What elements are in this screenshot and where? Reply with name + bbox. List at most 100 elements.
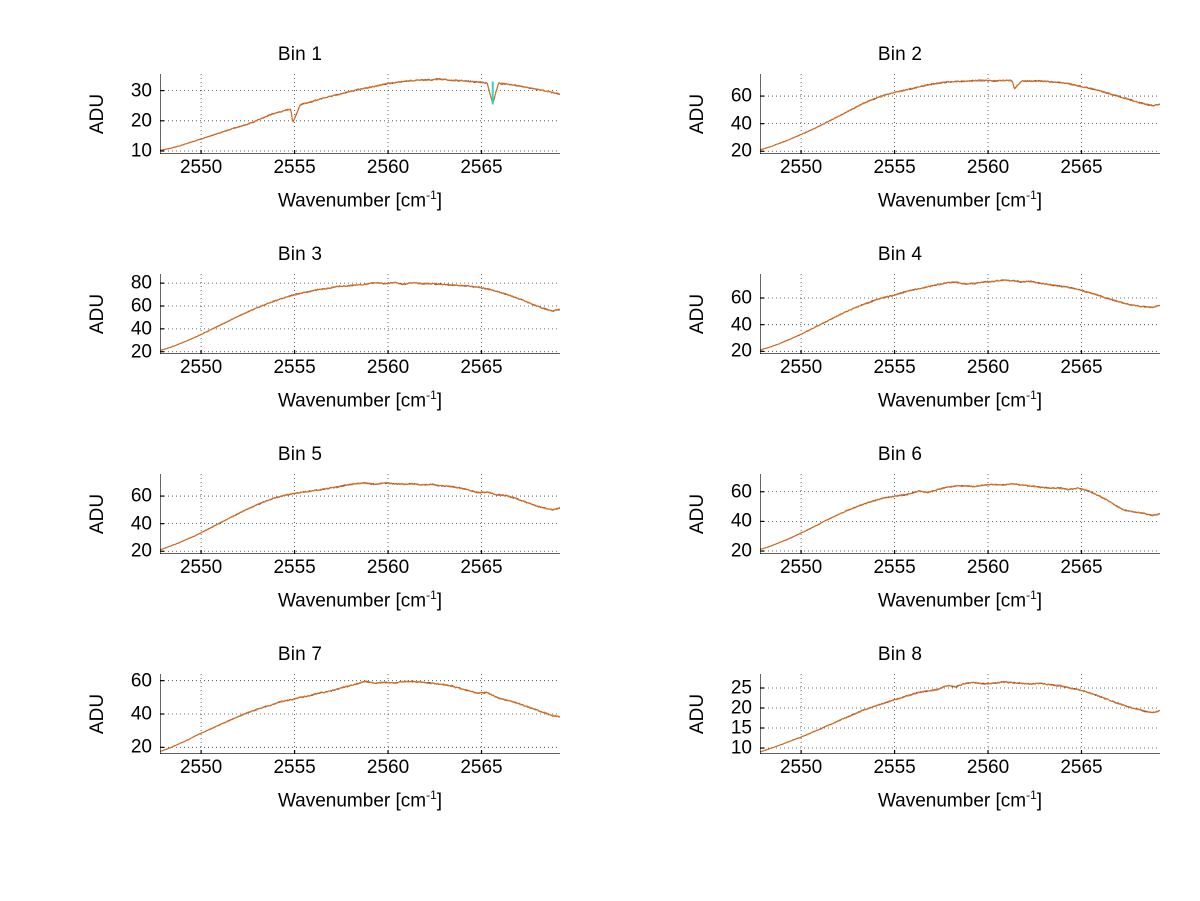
x-axis-label-exponent: -1 <box>1026 588 1037 602</box>
y-tick-label: 60 <box>730 287 752 309</box>
y-axis-ticks: 20 40 60 <box>98 671 156 758</box>
y-tick-label: 40 <box>130 703 152 725</box>
y-axis-ticks: 20 40 60 <box>698 474 756 560</box>
plot-area <box>160 674 560 754</box>
x-axis-label-exponent: -1 <box>426 588 437 602</box>
x-tick-label: 2565 <box>1060 757 1103 778</box>
x-axis-label-prefix: Wavenumber [cm <box>277 390 427 412</box>
y-tick-label: 20 <box>730 697 752 719</box>
panel-title: Bin 8 <box>877 644 923 665</box>
y-axis-ticks: 20 40 60 <box>698 74 756 161</box>
data-trace <box>160 680 560 752</box>
x-tick-label: 2565 <box>460 157 503 178</box>
y-tick-label: 20 <box>730 140 752 162</box>
y-tick-label: 60 <box>730 481 752 503</box>
x-tick-label: 2555 <box>273 157 316 178</box>
y-tick-label: 60 <box>730 85 752 107</box>
x-tick-label: 2555 <box>273 557 316 578</box>
data-trace <box>160 481 560 551</box>
x-axis-label: Wavenumber [cm-1] <box>760 588 1160 612</box>
y-tick-label: 80 <box>130 272 152 294</box>
data-trace <box>160 281 560 352</box>
y-tick-label: 10 <box>730 737 752 759</box>
x-axis-label: Wavenumber [cm-1] <box>160 788 560 812</box>
x-tick-label: 2565 <box>1060 357 1103 378</box>
plot-area <box>160 74 560 154</box>
plot-panel: Bin 6 ADU 20 40 60 2550 2555 2560 2565 Wavenumber… <box>600 440 1200 640</box>
data-trace <box>160 78 560 151</box>
plot-svg <box>160 74 560 154</box>
x-axis-label: Wavenumber [cm-1] <box>760 788 1160 812</box>
x-axis-ticks: 2550 2555 2560 2565 <box>160 158 560 184</box>
x-axis-label-prefix: Wavenumber [cm <box>877 390 1027 412</box>
data-trace <box>760 483 1160 550</box>
x-axis-label-suffix: ] <box>436 590 443 612</box>
y-tick-label: 20 <box>130 341 152 363</box>
y-tick-label: 40 <box>130 513 152 535</box>
panel-title: Bin 7 <box>277 644 323 665</box>
data-trace <box>760 681 1160 753</box>
x-axis-label-exponent: -1 <box>1026 388 1037 402</box>
x-tick-label: 2560 <box>966 757 1010 778</box>
x-axis-label-exponent: -1 <box>426 188 437 202</box>
plot-svg <box>760 474 1160 554</box>
x-tick-label: 2550 <box>779 557 823 578</box>
plot-area <box>760 674 1160 754</box>
x-axis-ticks: 2550 2555 2560 2565 <box>160 358 560 384</box>
y-tick-label: 40 <box>730 314 752 336</box>
plot-svg <box>160 474 560 554</box>
data-trace <box>760 279 1160 351</box>
x-tick-label: 2565 <box>460 357 503 378</box>
y-tick-label: 10 <box>130 140 152 162</box>
plot-svg <box>760 274 1160 354</box>
x-tick-label: 2560 <box>966 157 1010 178</box>
x-axis-label-suffix: ] <box>1036 390 1043 412</box>
x-axis-ticks: 2550 2555 2560 2565 <box>160 758 560 784</box>
panel-title: Bin 4 <box>877 244 923 265</box>
x-tick-label: 2555 <box>873 157 916 178</box>
data-trace <box>160 482 560 551</box>
plot-svg <box>760 74 1160 154</box>
panel-title: Bin 6 <box>877 444 923 465</box>
y-tick-label: 30 <box>130 80 152 102</box>
x-tick-label: 2550 <box>779 157 823 178</box>
x-tick-label: 2555 <box>273 357 316 378</box>
y-axis-ticks: 10 15 20 25 <box>698 674 756 758</box>
data-trace <box>160 482 560 551</box>
x-axis-label-suffix: ] <box>1036 590 1043 612</box>
plot-panel: Bin 5 ADU 20 40 60 2550 2555 2560 2565 Wavenumber… <box>0 440 600 640</box>
plot-area <box>160 274 560 354</box>
x-tick-label: 2550 <box>179 157 223 178</box>
x-axis-label-suffix: ] <box>436 390 443 412</box>
x-tick-label: 2555 <box>273 757 316 778</box>
plot-panel: Bin 8 ADU 10 15 20 25 2550 2555 2560 2565 Wavenumb… <box>600 640 1200 840</box>
x-tick-label: 2565 <box>460 757 503 778</box>
y-axis-ticks: 20 40 60 <box>98 474 156 561</box>
x-axis-label: Wavenumber [cm-1] <box>160 588 560 612</box>
y-tick-label: 20 <box>130 540 152 562</box>
x-tick-label: 2550 <box>179 357 223 378</box>
data-trace <box>160 680 560 752</box>
y-tick-label: 60 <box>130 485 152 507</box>
panel-title: Bin 3 <box>277 244 323 265</box>
x-tick-label: 2565 <box>1060 557 1103 578</box>
x-axis-label-exponent: -1 <box>426 788 437 802</box>
y-tick-label: 25 <box>730 677 752 699</box>
x-tick-label: 2555 <box>873 757 916 778</box>
y-tick-label: 20 <box>730 340 752 362</box>
x-tick-label: 2550 <box>779 757 823 778</box>
x-tick-label: 2560 <box>366 157 410 178</box>
x-axis-ticks: 2550 2555 2560 2565 <box>760 758 1160 784</box>
x-tick-label: 2560 <box>366 757 410 778</box>
x-axis-label-prefix: Wavenumber [cm <box>877 790 1027 812</box>
y-axis-ticks: 20 40 60 80 <box>98 272 156 362</box>
x-tick-label: 2550 <box>179 557 223 578</box>
y-tick-label: 20 <box>130 736 152 758</box>
plot-area <box>760 74 1160 154</box>
y-tick-label: 20 <box>730 540 752 562</box>
x-tick-label: 2565 <box>1060 157 1103 178</box>
x-tick-label: 2555 <box>873 557 916 578</box>
x-tick-label: 2550 <box>779 357 823 378</box>
x-axis-label-suffix: ] <box>436 190 443 212</box>
